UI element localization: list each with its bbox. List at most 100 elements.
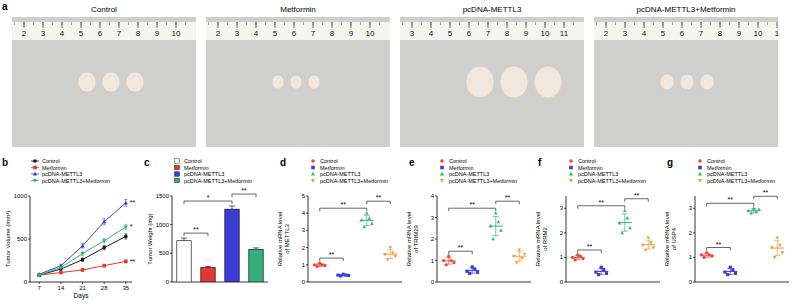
ruler-mark (748, 22, 749, 25)
tumor (680, 74, 694, 90)
error-bar (364, 215, 370, 225)
point (102, 239, 106, 243)
x-tick (82, 282, 83, 284)
x-axis (566, 282, 660, 283)
significance-label: * (207, 194, 210, 201)
ruler-label: 9 (737, 29, 742, 38)
point (445, 263, 448, 266)
x-axis (437, 282, 531, 283)
ruler-label: 2 (22, 29, 27, 38)
significance-label: ** (193, 226, 199, 233)
photo-title: Control (91, 5, 117, 14)
ruler-label: 6 (98, 29, 103, 38)
ruler-label: 10 (366, 29, 375, 38)
ruler-tick (218, 22, 219, 28)
point (626, 216, 630, 219)
error-bar (751, 209, 757, 213)
error-bar (103, 245, 106, 249)
ruler-mark (33, 22, 34, 25)
y-tick-label: 3 (560, 205, 564, 211)
plot-area (37, 199, 128, 277)
legend-label: pcDNA-METTL3 (449, 171, 489, 177)
ruler-label: 9 (349, 29, 354, 38)
error-bar (253, 248, 259, 249)
legend-label: Metformin (449, 165, 473, 171)
panel-label: d (280, 157, 286, 168)
y-label: of TRIM29 (413, 224, 419, 253)
plot-area (700, 206, 785, 276)
y-label: Relative mRNA level (277, 212, 283, 267)
ruler-tick (370, 22, 371, 28)
legend-swatch (175, 178, 180, 182)
point (497, 220, 501, 223)
legend-marker (698, 159, 702, 163)
legend-swatch (175, 159, 180, 163)
ruler-mark (147, 22, 148, 25)
ruler-label: 2 (216, 29, 221, 38)
significance-label: ** (763, 189, 769, 196)
ruler-tick (256, 22, 257, 28)
error-bar (622, 214, 628, 231)
x-tick-label: 28 (101, 285, 108, 291)
ruler-label: 9 (524, 29, 529, 38)
y-tick-label: 1000 (156, 222, 170, 228)
ruler-mark (227, 22, 228, 25)
point (628, 226, 632, 229)
x-tick (104, 282, 105, 284)
x-tick (60, 282, 61, 284)
ruler-label: 11 (560, 29, 569, 38)
ruler-tick (450, 22, 451, 28)
y-tick-label: 500 (17, 236, 28, 242)
error-bar (340, 274, 346, 275)
legend-marker (33, 159, 37, 163)
significance-label: ** (505, 194, 511, 201)
ruler-mark (653, 22, 654, 25)
y-label: of RRM2 (542, 227, 548, 251)
mean-line (313, 264, 327, 265)
legend-marker (33, 179, 37, 183)
ruler-tick (119, 22, 120, 28)
ruler-label: 5 (273, 29, 278, 38)
ruler-mark (246, 22, 247, 25)
point (370, 222, 374, 225)
comparison-bracket (578, 206, 625, 209)
y-tick-label: 500 (159, 250, 170, 256)
error-bar (81, 269, 84, 271)
ruler-label: 8 (718, 29, 723, 38)
legend-marker (440, 166, 444, 170)
point (452, 261, 455, 264)
ruler-tick (351, 22, 352, 28)
ruler-tick (758, 22, 759, 28)
ruler-tick (24, 22, 25, 28)
ruler-tick (682, 22, 683, 28)
ruler-label: 7 (117, 29, 122, 38)
y-tick-label: 4 (431, 193, 435, 199)
ruler-mark (710, 22, 711, 25)
legend-label: pcDNA-METTL3+Metformin (42, 178, 110, 184)
legend-marker (311, 159, 315, 163)
comparison-bracket (625, 199, 649, 202)
tumor (308, 75, 320, 89)
point (781, 251, 785, 254)
point (515, 261, 519, 264)
significance-label: ** (329, 251, 335, 258)
comparison-bracket (578, 250, 602, 253)
x-tick-label: 21 (79, 285, 86, 291)
point (360, 218, 364, 221)
ruler-mark (459, 22, 460, 25)
legend-label: pcDNA-METTL3 (707, 171, 747, 177)
ruler-mark (109, 22, 110, 25)
ruler-mark (421, 22, 422, 25)
ruler-tick (644, 22, 645, 28)
tumor (290, 75, 302, 89)
y-axis (566, 196, 567, 282)
legend-marker (698, 166, 702, 170)
legend-label: pcDNA-METTL3+Metformin (578, 178, 646, 184)
plot-area (442, 211, 527, 275)
significance-label: ** (599, 199, 605, 206)
y-tick-label: 2 (431, 236, 435, 242)
ruler-label: 3 (410, 29, 415, 38)
ruler-tick (701, 22, 702, 28)
y-axis (172, 196, 173, 282)
y-tick-label: 0 (560, 279, 564, 285)
